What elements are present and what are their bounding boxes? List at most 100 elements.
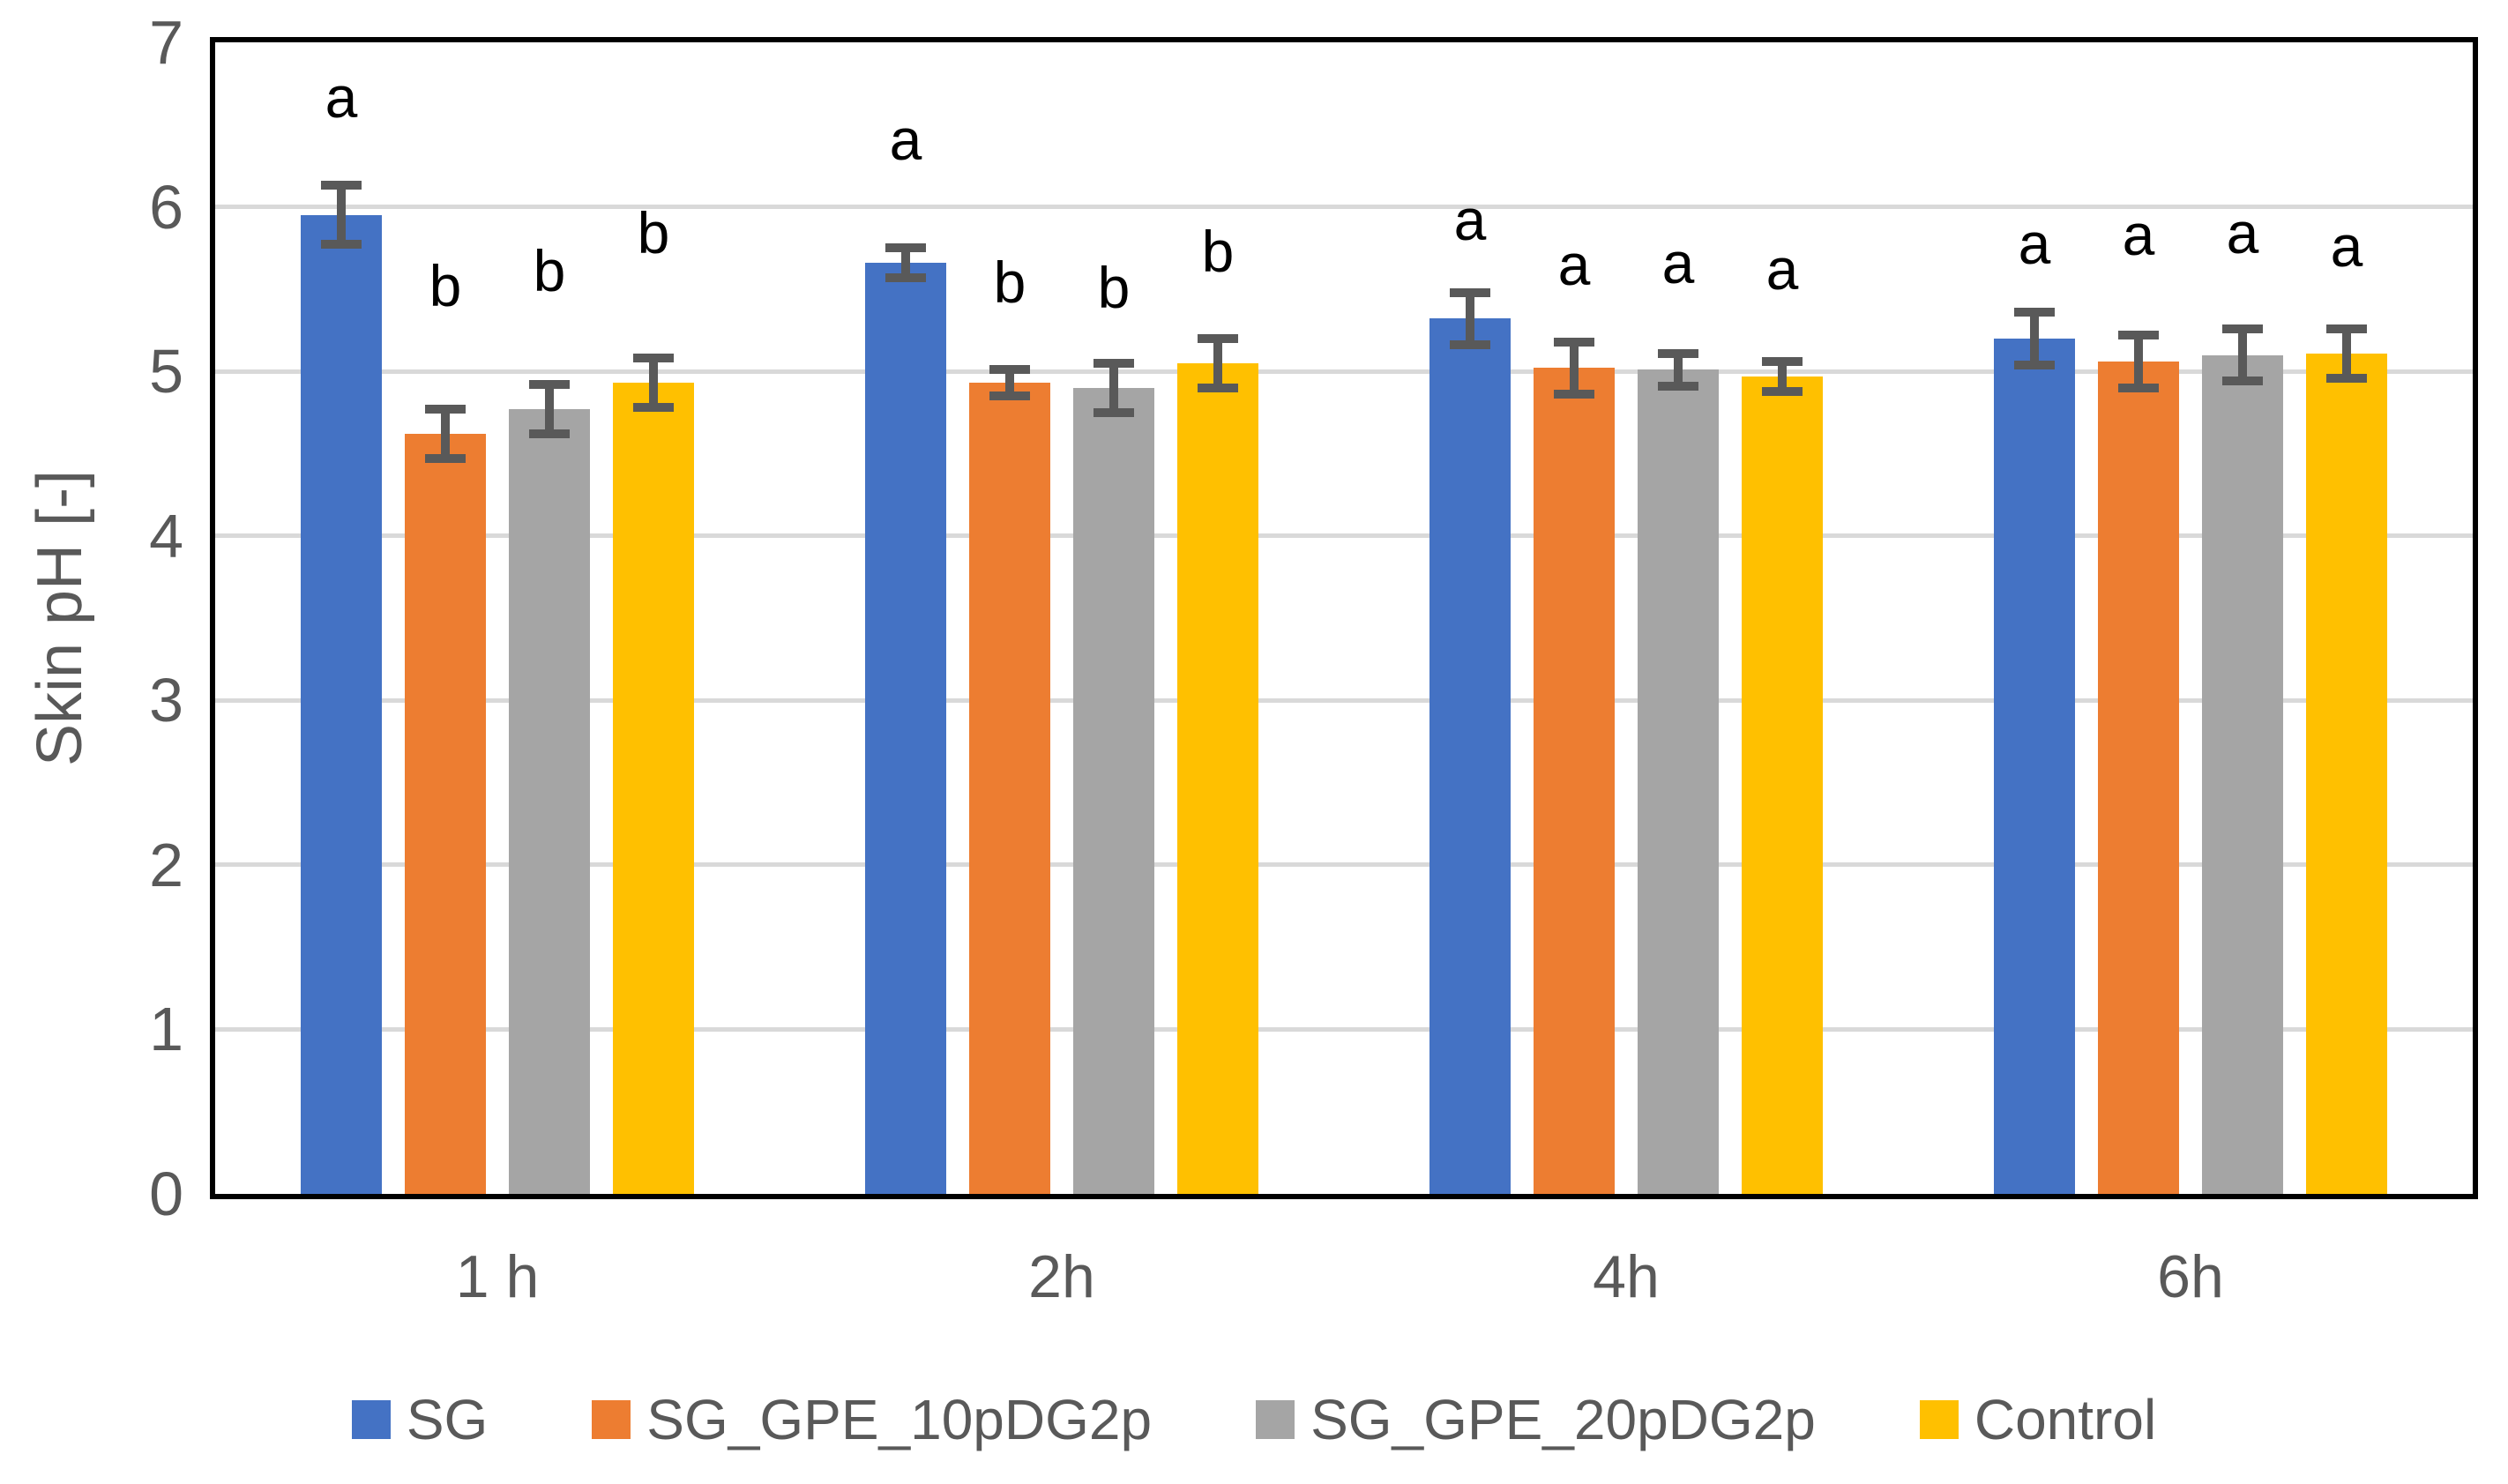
significance-letter: b (1097, 254, 1131, 320)
bar-SG-1h (301, 214, 382, 1194)
error-bar-cap (2326, 373, 2367, 383)
gridline-y3 (215, 697, 2473, 703)
significance-letter: b (533, 238, 566, 304)
significance-letter: a (2226, 200, 2259, 266)
significance-letter: b (429, 253, 462, 319)
error-bar-cap (1450, 287, 1490, 297)
error-bar (1213, 338, 1222, 388)
bar-SG_GPE_10pDG2p-4h (1534, 368, 1615, 1194)
legend-label: SG_GPE_20pDG2p (1310, 1388, 1816, 1451)
error-bar (2238, 328, 2247, 382)
error-bar-cap (633, 354, 674, 363)
error-bar (649, 358, 658, 408)
error-bar-cap (321, 240, 362, 250)
significance-letter: b (993, 250, 1026, 316)
error-bar (1005, 369, 1014, 397)
error-bar (2342, 328, 2351, 378)
bar-SG_GPE_20pDG2p-2h (1073, 387, 1154, 1194)
significance-letter: a (2122, 202, 2155, 268)
significance-letter: a (2330, 213, 2363, 280)
error-bar-cap (885, 243, 926, 253)
error-bar-cap (529, 380, 570, 390)
legend-item-SG_GPE_10pDG2p: SG_GPE_10pDG2p (592, 1387, 1152, 1452)
error-bar-cap (1658, 348, 1698, 358)
legend-swatch-icon (1256, 1400, 1295, 1439)
error-bar-cap (1762, 386, 1803, 396)
error-bar-cap (1198, 333, 1238, 343)
error-bar-cap (989, 392, 1030, 401)
bar-SG_GPE_20pDG2p-6h (2202, 354, 2283, 1194)
significance-letter: a (325, 63, 358, 130)
error-bar (1570, 341, 1579, 395)
y-tick-label-5: 5 (149, 337, 183, 406)
error-bar-cap (321, 181, 362, 190)
plot-area: a a a a b b a a b b a a b b a a (210, 37, 2478, 1199)
error-bar-cap (529, 429, 570, 439)
y-tick-label-2: 2 (149, 830, 183, 899)
gridline-y6 (215, 205, 2473, 210)
legend-swatch-icon (351, 1400, 391, 1439)
significance-letter: a (1765, 236, 1799, 302)
significance-letter: a (1453, 187, 1487, 253)
legend-label: SG_GPE_10pDG2p (646, 1388, 1153, 1451)
error-bar-cap (425, 405, 466, 414)
error-bar (1109, 362, 1118, 413)
error-bar-cap (633, 403, 674, 413)
y-tick-label-6: 6 (149, 172, 183, 242)
significance-letter: b (637, 200, 670, 266)
gridline-y5 (215, 369, 2473, 374)
legend-label: Control (1974, 1388, 2157, 1451)
error-bar-cap (2118, 331, 2159, 340)
y-tick-label-7: 7 (149, 8, 183, 77)
bar-SG_GPE_20pDG2p-4h (1638, 369, 1719, 1194)
significance-letter: a (889, 107, 922, 173)
legend-swatch-icon (1919, 1400, 1959, 1439)
x-category-label-2h: 2h (1028, 1243, 1095, 1310)
bar-Control-1h (613, 383, 694, 1194)
error-bar (2134, 335, 2143, 388)
error-bar (337, 185, 346, 245)
error-bar (441, 409, 450, 459)
bar-SG_GPE_10pDG2p-1h (405, 434, 486, 1194)
error-bar-cap (885, 272, 926, 282)
x-category-label-6h: 6h (2157, 1243, 2224, 1310)
gridline-y4 (215, 533, 2473, 539)
error-bar-cap (989, 365, 1030, 375)
error-bar-cap (1658, 381, 1698, 391)
error-bar (545, 384, 554, 435)
significance-letter: a (2018, 210, 2051, 276)
x-category-label-1h: 1 h (455, 1243, 540, 1310)
error-bar (1778, 361, 1787, 392)
error-bar-cap (1762, 356, 1803, 366)
significance-letter: a (1661, 230, 1695, 295)
bar-SG_GPE_10pDG2p-6h (2098, 361, 2179, 1194)
error-bar-cap (2014, 360, 2055, 369)
legend-swatch-icon (592, 1400, 631, 1439)
bar-Control-6h (2306, 353, 2387, 1194)
significance-letter: a (1557, 231, 1591, 297)
error-bar-cap (1450, 340, 1490, 350)
error-bar-cap (2222, 324, 2263, 333)
error-bar-cap (2326, 324, 2367, 333)
error-bar-cap (1094, 407, 1134, 417)
legend: SG SG_GPE_10pDG2p SG_GPE_20pDG2p Control (0, 1380, 2508, 1459)
error-bar-cap (1554, 337, 1594, 347)
gridline-y1 (215, 1026, 2473, 1032)
y-tick-label-1: 1 (149, 995, 183, 1064)
legend-item-Control: Control (1919, 1387, 2157, 1452)
error-bar (1674, 353, 1683, 386)
error-bar-cap (425, 454, 466, 464)
y-tick-label-3: 3 (149, 666, 183, 735)
y-tick-label-0: 0 (149, 1160, 183, 1228)
bar-SG_GPE_10pDG2p-2h (969, 383, 1050, 1194)
bar-SG-2h (865, 263, 946, 1194)
bar-Control-4h (1742, 376, 1823, 1194)
bar-SG-4h (1429, 318, 1511, 1194)
error-bar-cap (2014, 307, 2055, 317)
significance-letter: b (1201, 218, 1235, 284)
gridline-y2 (215, 862, 2473, 868)
y-tick-label-4: 4 (149, 501, 183, 570)
error-bar-cap (1554, 390, 1594, 399)
error-bar (2030, 311, 2039, 365)
